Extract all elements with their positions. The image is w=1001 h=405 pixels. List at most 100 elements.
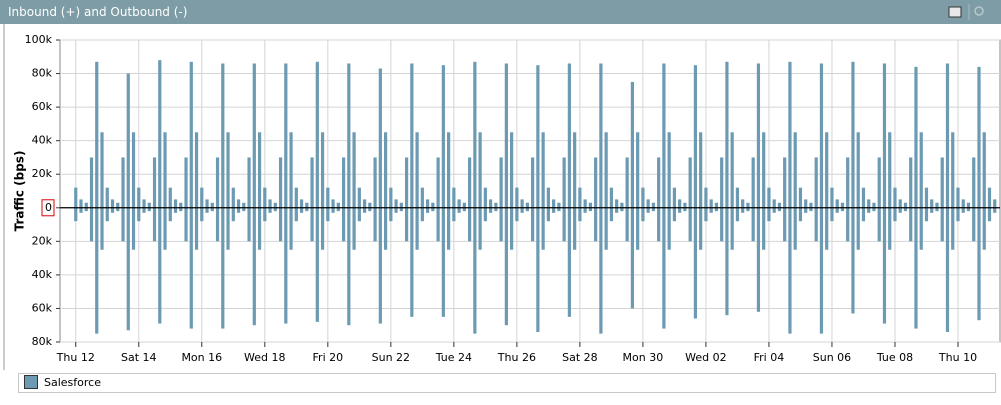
outbound-bar [347,207,351,326]
outbound-bar [814,207,818,242]
inbound-bar [746,202,750,208]
outbound-bar [210,207,214,212]
inbound-bar [872,202,876,208]
export-button[interactable] [948,6,962,18]
inbound-bar [184,157,188,208]
outbound-bar [762,207,766,250]
outbound-bar [951,207,955,250]
outbound-bar [221,207,225,329]
inbound-bar [594,157,598,208]
inbound-bar [194,132,199,208]
inbound-bar [961,199,965,208]
inbound-bar [793,132,797,208]
inbound-bar [783,157,787,208]
outbound-bar [678,207,682,213]
inbound-bar [268,199,272,208]
inbound-bar [615,199,619,208]
outbound-bar [625,207,629,242]
inbound-bar [966,202,971,208]
inbound-bar [331,199,335,208]
outbound-bar [825,207,829,250]
outbound-bar [231,207,235,222]
outbound-bar [257,207,262,250]
outbound-bar [410,207,414,317]
inbound-bar [898,199,902,208]
inbound-bar [620,202,624,208]
outbound-bar [573,207,577,250]
outbound-bar [310,207,314,242]
outbound-bar [357,207,361,222]
inbound-bar [987,187,992,208]
inbound-bar [336,202,340,208]
inbound-bar [383,132,388,208]
y-tick-label: 80k [32,67,53,80]
outbound-bar [557,207,561,212]
outbound-bar [924,207,929,222]
inbound-bar [373,157,377,208]
inbound-bar [326,187,330,208]
inbound-bar [525,202,529,208]
inbound-bar [520,199,524,208]
x-tick-label: Sat 28 [562,351,598,364]
outbound-bar [615,207,619,213]
inbound-bar [95,61,99,208]
outbound-bar [168,207,172,222]
inbound-bar [536,65,540,208]
outbound-bar [126,207,130,331]
inbound-bar [982,132,986,208]
inbound-bar [252,63,256,208]
x-tick-label: Fri 20 [313,351,344,364]
zero-marker [41,199,55,217]
inbound-bar [940,157,944,208]
inbound-bar [116,202,120,208]
outbound-bar [667,207,671,250]
outbound-bar [987,207,992,222]
inbound-bar [720,157,724,208]
outbound-bar [116,207,120,212]
inbound-bar [583,199,587,208]
inbound-bar [441,65,445,208]
inbound-bar [809,202,813,208]
outbound-bar [263,207,267,222]
inbound-bar [788,61,792,208]
inbound-bar [704,187,708,208]
zoom-button[interactable] [974,6,984,16]
x-tick-label: Wed 02 [685,351,726,364]
outbound-bar [672,207,677,222]
inbound-bar [919,132,923,208]
y-tick-label: 40k [32,134,53,147]
inbound-bar [452,187,456,208]
outbound-bar [252,207,256,326]
inbound-bar [410,63,414,208]
outbound-bar [268,207,272,213]
inbound-bar [630,81,635,208]
outbound-bar [746,207,750,212]
outbound-bar [541,207,545,250]
inbound-bar [320,132,325,208]
outbound-bar [331,207,335,213]
inbound-bar [289,132,293,208]
inbound-bar [914,66,918,208]
legend-label[interactable]: Salesforce [44,376,101,389]
inbound-bar [215,157,220,208]
outbound-bar [489,207,493,213]
outbound-bar [420,207,424,222]
outbound-bar [404,207,409,242]
inbound-bar [389,187,393,208]
inbound-bar [625,157,629,208]
legend-swatch [24,375,38,389]
x-tick-label: Wed 18 [244,351,285,364]
outbound-bar [84,207,88,212]
inbound-bar [226,132,230,208]
outbound-bar [362,207,367,213]
inbound-bar [877,157,881,208]
inbound-bar [861,187,866,208]
outbound-bar [851,207,855,314]
x-tick-label: Sun 06 [813,351,851,364]
inbound-bar [179,202,183,208]
outbound-bar [840,207,845,212]
outbound-bar [79,207,83,213]
inbound-bar [89,157,94,208]
inbound-bar [74,187,78,208]
outbound-bar [399,207,403,212]
